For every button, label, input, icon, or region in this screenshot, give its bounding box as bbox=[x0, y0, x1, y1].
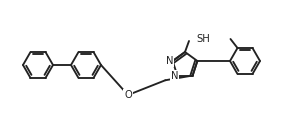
Text: N: N bbox=[171, 70, 178, 80]
Text: SH: SH bbox=[196, 34, 210, 44]
Text: O: O bbox=[124, 90, 132, 100]
Text: N: N bbox=[166, 56, 173, 66]
